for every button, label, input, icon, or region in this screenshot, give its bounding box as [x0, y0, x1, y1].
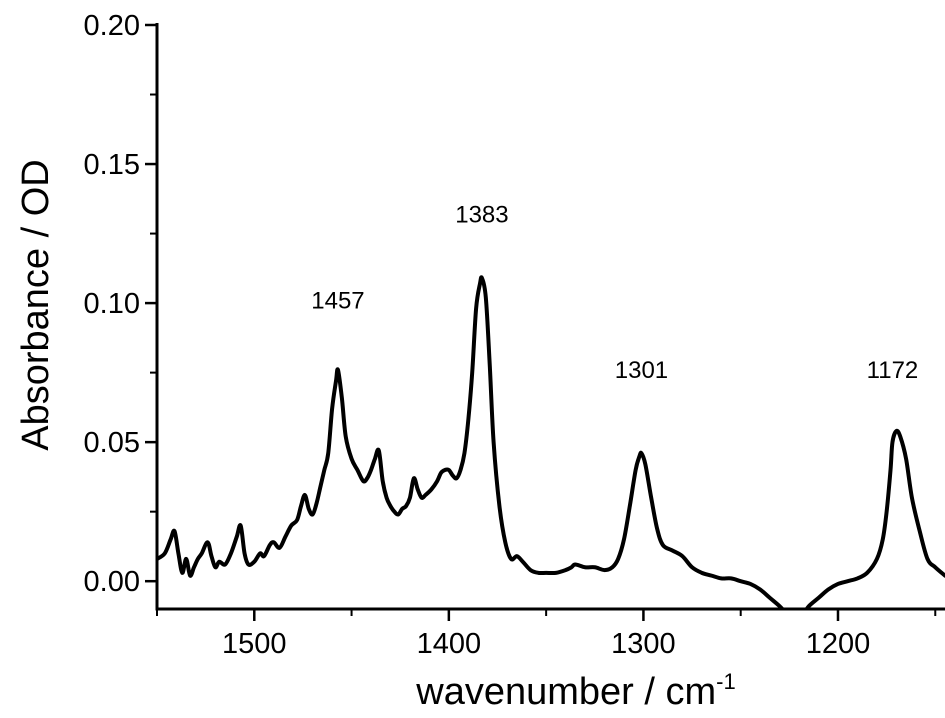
x-tick-label: 1200 [806, 628, 871, 660]
y-tick-label: 0.10 [84, 288, 140, 320]
x-tick-label: 1300 [611, 628, 676, 660]
peak-label: 1301 [615, 357, 668, 384]
x-tick-label: 1400 [417, 628, 482, 660]
peak-label: 1172 [867, 357, 919, 384]
spectrum-line [157, 275, 945, 609]
x-axis-title-superscript: -1 [716, 669, 736, 694]
y-axis-title: Absorbance / OD [15, 159, 57, 450]
labels: 0.00 0.05 0.10 0.15 0.20 1500 1400 1300 1200 1457… [84, 10, 919, 660]
y-tick-label: 0.20 [84, 10, 140, 42]
y-tick-label: 0.00 [84, 566, 140, 598]
x-tick-label: 1500 [222, 628, 287, 660]
peak-label: 1457 [311, 288, 364, 315]
x-axis-title-text: wavenumber / cm [415, 671, 716, 713]
y-tick-label: 0.15 [84, 149, 140, 181]
axes [145, 23, 945, 621]
y-tick-label: 0.05 [84, 427, 140, 459]
x-axis-title: wavenumber / cm-1 [415, 669, 735, 713]
peak-label: 1383 [455, 201, 508, 228]
series-layer [157, 275, 945, 609]
